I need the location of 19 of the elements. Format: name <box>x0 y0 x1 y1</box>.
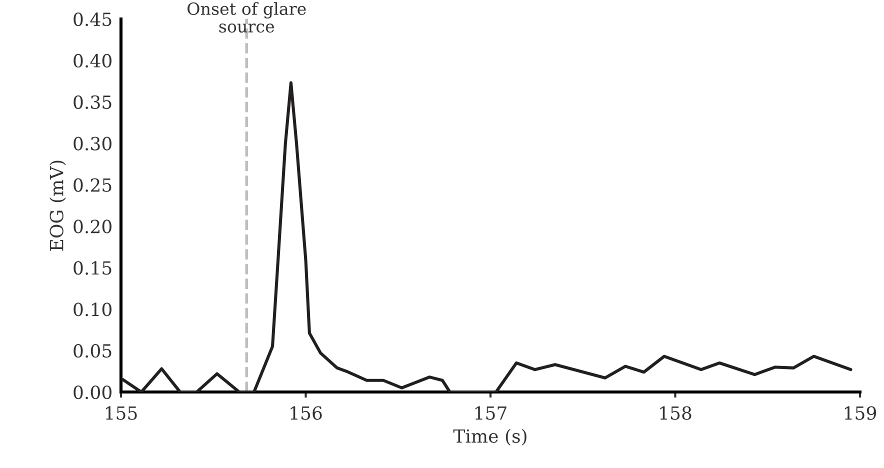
y-tick-label: 0.05 <box>74 344 112 358</box>
x-tick-label: 159 <box>844 406 876 420</box>
y-tick-label: 0.15 <box>74 261 112 275</box>
y-tick-label: 0.30 <box>74 136 112 150</box>
x-tick-label: 156 <box>290 406 322 420</box>
line-series <box>121 81 852 392</box>
x-tick-label: 155 <box>106 406 137 420</box>
y-tick-label: 0.00 <box>74 385 112 400</box>
x-axis-title: Time (s) <box>453 428 526 446</box>
y-tick-label: 0.10 <box>74 302 112 316</box>
y-tick-label: 0.25 <box>74 178 112 192</box>
y-tick-label: 0.35 <box>74 95 112 110</box>
x-tick-label: 157 <box>475 406 506 420</box>
y-axis-title: EOG (mV) <box>49 160 66 251</box>
x-tick-label: 158 <box>660 406 692 420</box>
y-tick-label: 0.45 <box>74 12 112 26</box>
ref-line-label: Onset of glare source <box>188 2 306 33</box>
y-tick-label: 0.40 <box>74 54 112 68</box>
y-tick-label: 0.20 <box>74 220 112 234</box>
